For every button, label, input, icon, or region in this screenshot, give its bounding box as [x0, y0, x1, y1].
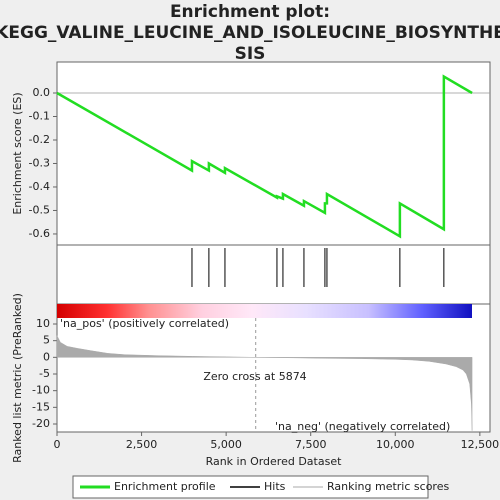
y-axis-label: Ranked list metric (PreRanked): [11, 293, 24, 463]
y-tick-label: 10: [36, 317, 50, 330]
x-tick-label: 0: [54, 438, 61, 451]
y-tick-label: -0.1: [29, 110, 50, 123]
annotation: 'na_neg' (negatively correlated): [275, 420, 450, 433]
color-bar: [57, 304, 472, 318]
es-curve: [56, 74, 473, 239]
annotation: 'na_pos' (positively correlated): [60, 317, 229, 330]
x-tick-label: 10,000: [376, 438, 415, 451]
hits-panel: [56, 244, 491, 305]
y-tick-label: 5: [43, 334, 50, 347]
metric-panel: [56, 303, 491, 433]
title-line: KEGG_VALINE_LEUCINE_AND_ISOLEUCINE_BIOSY…: [0, 23, 500, 43]
legend-label: Hits: [264, 480, 286, 493]
annotation: Zero cross at 5874: [203, 370, 306, 383]
x-axis-label: Rank in Ordered Dataset: [206, 455, 343, 468]
y-tick-label: 0: [43, 350, 50, 363]
y-axis-label: Enrichment score (ES): [11, 92, 24, 214]
legend-label: Ranking metric scores: [327, 480, 449, 493]
x-tick-label: 5,000: [210, 438, 242, 451]
x-tick-label: 12,500: [461, 438, 500, 451]
y-tick-label: -0.5: [29, 203, 50, 216]
metric-area: [56, 335, 473, 431]
y-tick-label: -0.2: [29, 133, 50, 146]
legend-label: Enrichment profile: [114, 480, 216, 493]
y-tick-label: -20: [32, 417, 50, 430]
y-tick-label: -0.4: [29, 180, 50, 193]
title-line: SIS: [235, 44, 266, 64]
title-line: Enrichment plot:: [170, 2, 330, 22]
y-tick-label: 0.0: [33, 86, 51, 99]
legend: Enrichment profile Hits Ranking metric s…: [72, 475, 449, 499]
y-tick-label: -15: [32, 400, 50, 413]
y-tick-label: -0.6: [29, 227, 50, 240]
x-tick-label: 7,500: [295, 438, 327, 451]
x-tick-label: 2,500: [126, 438, 158, 451]
y-tick-label: -5: [39, 367, 50, 380]
y-tick-label: -0.3: [29, 156, 50, 169]
y-tick-label: -10: [32, 384, 50, 397]
